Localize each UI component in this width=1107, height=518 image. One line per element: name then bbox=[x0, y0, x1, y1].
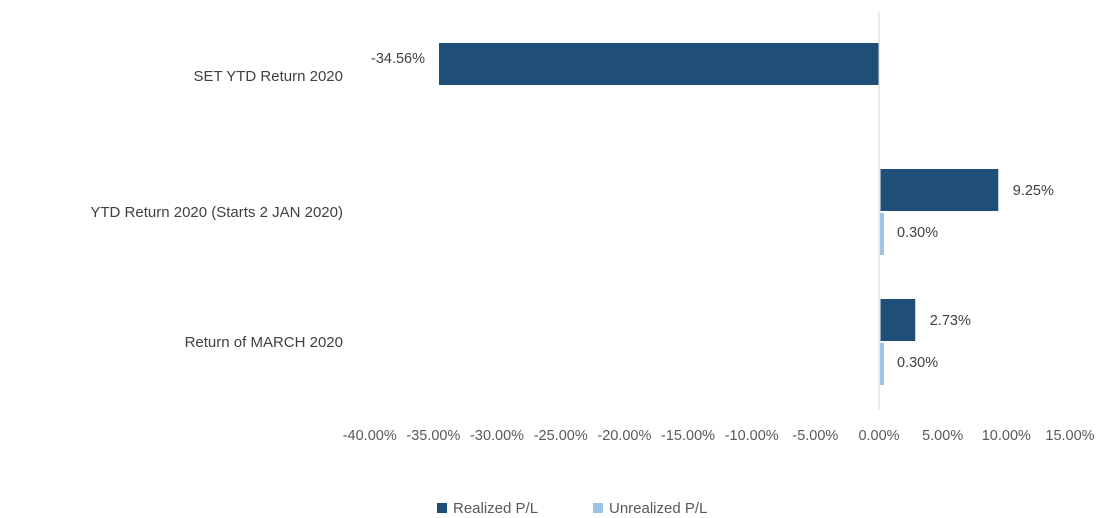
category-label: YTD Return 2020 (Starts 2 JAN 2020) bbox=[90, 204, 343, 221]
x-tick-label: -5.00% bbox=[792, 428, 838, 444]
x-tick-label: -20.00% bbox=[597, 428, 651, 444]
category-label: SET YTD Return 2020 bbox=[193, 68, 343, 85]
x-tick-label: 5.00% bbox=[922, 428, 963, 444]
bar-unrealized bbox=[880, 343, 884, 385]
data-label-realized: -34.56% bbox=[371, 51, 425, 67]
data-labels: 2.73% 9.25% -34.56% 0.30% 0.30% bbox=[371, 51, 1054, 371]
data-label-realized: 2.73% bbox=[930, 313, 971, 329]
x-tick-label: 0.00% bbox=[858, 428, 899, 444]
legend-label-realized: Realized P/L bbox=[453, 500, 538, 517]
legend-swatch-realized bbox=[437, 503, 447, 513]
legend: Realized P/L Unrealized P/L bbox=[437, 500, 707, 517]
x-tick-label: -15.00% bbox=[661, 428, 715, 444]
bar-realized bbox=[880, 299, 916, 341]
x-tick-label: -35.00% bbox=[406, 428, 460, 444]
bar-unrealized bbox=[880, 213, 884, 255]
x-tick-label: -30.00% bbox=[470, 428, 524, 444]
legend-swatch-unrealized bbox=[593, 503, 603, 513]
x-tick-label: -40.00% bbox=[343, 428, 397, 444]
bars bbox=[439, 43, 999, 385]
x-tick-label: -10.00% bbox=[725, 428, 779, 444]
bar-realized bbox=[880, 169, 999, 211]
legend-label-unrealized: Unrealized P/L bbox=[609, 500, 707, 517]
bar-realized bbox=[439, 43, 879, 85]
x-tick-label: 15.00% bbox=[1045, 428, 1094, 444]
x-tick-label: 10.00% bbox=[982, 428, 1031, 444]
category-labels: Return of MARCH 2020 YTD Return 2020 (Sta… bbox=[90, 68, 343, 351]
data-label-realized: 9.25% bbox=[1013, 183, 1054, 199]
category-label: Return of MARCH 2020 bbox=[185, 334, 343, 351]
data-label-unrealized: 0.30% bbox=[897, 225, 938, 241]
data-label-unrealized: 0.30% bbox=[897, 355, 938, 371]
x-tick-label: -25.00% bbox=[534, 428, 588, 444]
axis: -40.00% -35.00% -30.00% -25.00% -20.00% -15.0… bbox=[343, 12, 1095, 444]
